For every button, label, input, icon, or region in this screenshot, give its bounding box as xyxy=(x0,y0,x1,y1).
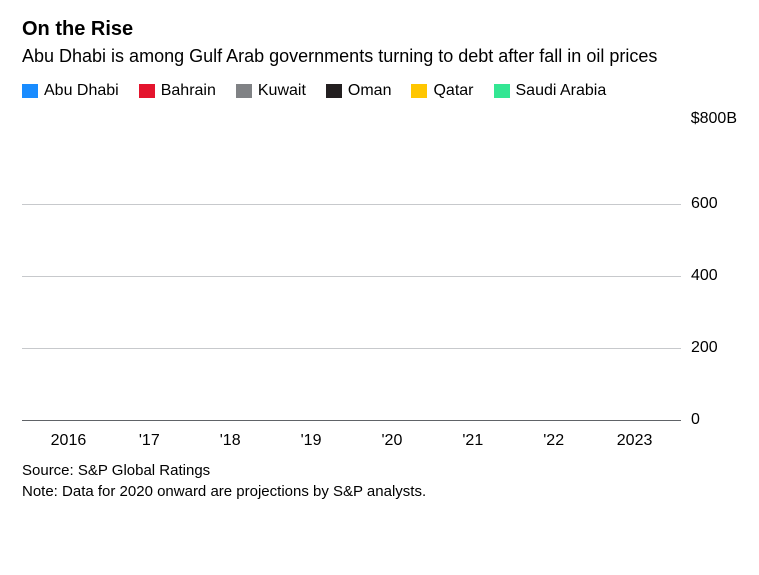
x-tick-label: '17 xyxy=(119,432,179,450)
chart-footer: Source: S&P Global Ratings Note: Data fo… xyxy=(22,460,737,502)
legend: Abu Dhabi Bahrain Kuwait Oman Qatar Saudi Ara… xyxy=(22,82,737,100)
y-tick-label: 0 xyxy=(691,411,700,429)
y-tick-label: 600 xyxy=(691,195,718,213)
legend-item: Qatar xyxy=(411,82,473,100)
x-tick-label: '21 xyxy=(443,432,503,450)
x-tick-label: '18 xyxy=(200,432,260,450)
chart-area: $800B 0200400600 2016'17'18'19'20'21'222… xyxy=(22,110,737,450)
chart-subtitle: Abu Dhabi is among Gulf Arab governments… xyxy=(22,45,737,68)
x-axis: 2016 '17 '18 '19 '20 '21 '22 2023 xyxy=(22,432,681,450)
y-tick-label: 200 xyxy=(691,339,718,357)
note-line: Note: Data for 2020 onward are projectio… xyxy=(22,481,737,502)
gridline xyxy=(22,348,681,349)
chart-title: On the Rise xyxy=(22,18,737,41)
source-line: Source: S&P Global Ratings xyxy=(22,460,737,481)
legend-item: Oman xyxy=(326,82,392,100)
x-tick-label: 2023 xyxy=(605,432,665,450)
legend-item: Bahrain xyxy=(139,82,216,100)
legend-swatch xyxy=(236,84,252,98)
legend-label: Abu Dhabi xyxy=(44,82,119,100)
legend-swatch xyxy=(139,84,155,98)
legend-item: Abu Dhabi xyxy=(22,82,119,100)
legend-swatch xyxy=(411,84,427,98)
legend-swatch xyxy=(494,84,510,98)
x-tick-label: 2016 xyxy=(38,432,98,450)
x-tick-label: '22 xyxy=(524,432,584,450)
legend-swatch xyxy=(22,84,38,98)
legend-label: Qatar xyxy=(433,82,473,100)
y-max-label: $800B xyxy=(691,110,737,128)
gridline xyxy=(22,276,681,277)
legend-label: Oman xyxy=(348,82,392,100)
legend-label: Kuwait xyxy=(258,82,306,100)
legend-item: Saudi Arabia xyxy=(494,82,607,100)
x-tick-label: '19 xyxy=(281,432,341,450)
legend-label: Saudi Arabia xyxy=(516,82,607,100)
legend-item: Kuwait xyxy=(236,82,306,100)
legend-label: Bahrain xyxy=(161,82,216,100)
x-tick-label: '20 xyxy=(362,432,422,450)
y-tick-label: 400 xyxy=(691,267,718,285)
gridline xyxy=(22,204,681,205)
gridline xyxy=(22,420,681,421)
plot-area: 0200400600 xyxy=(22,132,681,420)
legend-swatch xyxy=(326,84,342,98)
